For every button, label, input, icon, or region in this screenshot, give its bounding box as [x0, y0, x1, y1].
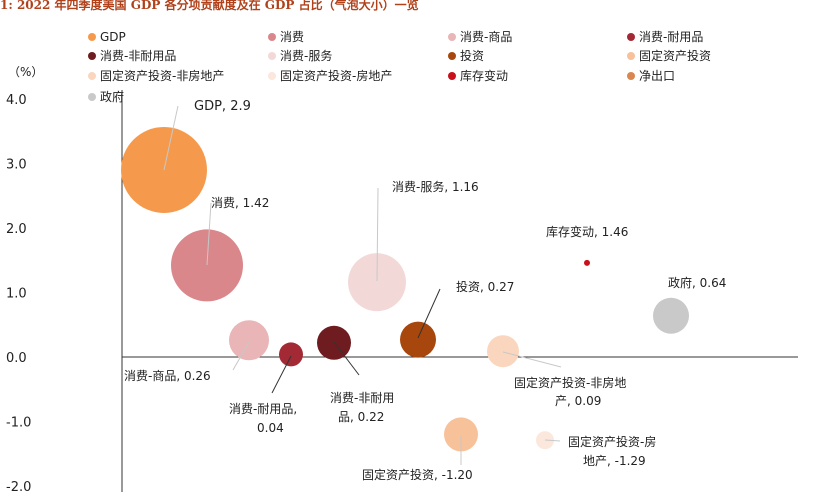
label-services: 消费-服务, 1.16: [392, 179, 479, 194]
bubble: [584, 259, 590, 266]
label-nonres: 固定资产投资-非房地: [514, 375, 626, 390]
label-nonres-value: 产, 0.09: [555, 394, 601, 408]
label-goods: 消费-商品, 0.26: [124, 368, 211, 383]
y-tick-label: 3.0: [6, 158, 27, 173]
legend-label: 净出口: [639, 69, 675, 83]
y-tick-label: -1.0: [6, 416, 31, 431]
label-investment: 投资, 0.27: [456, 279, 514, 294]
label-fixed: 固定资产投资, -1.20: [362, 467, 473, 482]
legend-label: GDP: [100, 30, 126, 44]
legend-marker: [268, 72, 276, 80]
label-inventory: 库存变动, 1.46: [546, 224, 628, 239]
bubble: [400, 321, 436, 358]
label-government: 政府, 0.64: [668, 275, 726, 290]
y-tick-label: 1.0: [6, 287, 27, 302]
bubble: [229, 320, 269, 361]
label-durable: 消费-耐用品,: [229, 402, 297, 416]
legend-marker: [88, 93, 96, 101]
legend-label: 消费-非耐用品: [100, 49, 176, 63]
legend-marker: [627, 72, 635, 80]
bubble: [171, 229, 243, 302]
leader-durable: [271, 355, 292, 394]
chart-title: 1: 2022 年四季度美国 GDP 各分项贡献度及在 GDP 占比（气泡大小）…: [0, 0, 419, 12]
legend-marker: [627, 33, 635, 41]
legend-label: 消费-商品: [460, 29, 512, 44]
legend-marker: [448, 52, 456, 60]
legend-marker: [268, 33, 276, 41]
label-nondurable: 消费-非耐用: [330, 391, 394, 405]
legend-marker: [88, 72, 96, 80]
bubble: [279, 342, 303, 367]
leader-gdp: [163, 105, 179, 171]
label-durable-value: 0.04: [257, 421, 284, 435]
label-nondurable-value: 品, 0.22: [338, 410, 384, 424]
bubble: [348, 253, 406, 312]
leader-res: [544, 439, 561, 442]
leader-nondurable: [333, 341, 360, 376]
label-consumption: 消费, 1.42: [211, 196, 269, 210]
legend-label: 固定资产投资-非房地产: [100, 68, 224, 83]
legend-label: 消费-耐用品: [639, 30, 703, 44]
legend-label: 投资: [460, 48, 484, 63]
legend-marker: [627, 52, 635, 60]
leader-investment: [417, 288, 441, 339]
legend-label: 消费: [280, 30, 304, 44]
leader-services: [376, 187, 379, 282]
label-res: 固定资产投资-房: [568, 434, 656, 449]
label-gdp: GDP, 2.9: [194, 99, 251, 114]
leader-lines: [163, 105, 562, 465]
y-tick-label: 4.0: [6, 93, 27, 108]
bubble: [487, 335, 519, 368]
legend-label: 消费-服务: [280, 48, 332, 63]
bubbles: [121, 126, 689, 452]
legend-label: 固定资产投资: [639, 48, 711, 63]
legend-label: 政府: [100, 89, 124, 104]
leader-consumption: [206, 202, 212, 266]
legend-marker: [448, 72, 456, 80]
leader-goods: [232, 341, 250, 371]
bubble: [444, 417, 478, 452]
legend-label: 库存变动: [460, 68, 508, 83]
leader-nonres: [502, 351, 562, 368]
y-tick-label: 0.0: [6, 351, 27, 366]
y-tick-label: -2.0: [6, 480, 31, 495]
bubble: [653, 297, 689, 334]
legend-marker: [88, 33, 96, 41]
label-res-value: 地产, -1.29: [583, 454, 646, 468]
legend-label: 固定资产投资-房地产: [280, 68, 392, 83]
y-tick-label: 2.0: [6, 222, 27, 237]
y-tick-labels: 4.0 3.0 2.0 1.0 0.0 -1.0 -2.0: [6, 93, 31, 495]
legend-marker: [88, 52, 96, 60]
legend-marker: [448, 33, 456, 41]
legend-marker: [268, 52, 276, 60]
y-axis-unit: （%）: [8, 65, 43, 79]
